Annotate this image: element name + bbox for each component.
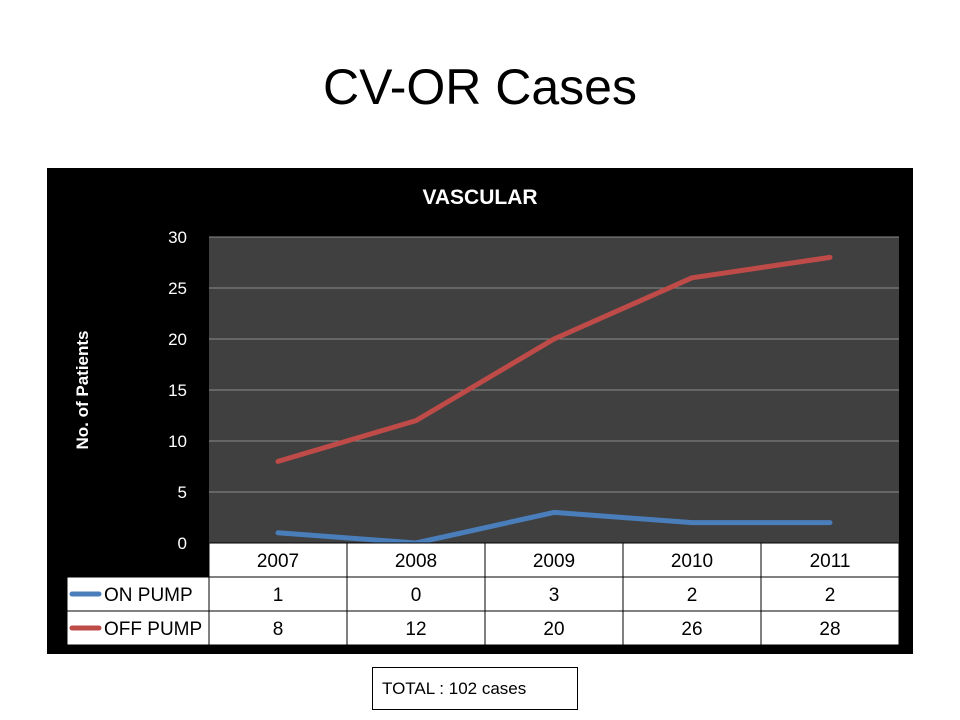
series-line-off-pump [275, 254, 833, 464]
table-value: 20 [543, 619, 564, 640]
table-value: 28 [819, 619, 840, 640]
slide-title: CV-OR Cases [323, 59, 637, 115]
table-value: 26 [681, 619, 702, 640]
x-category-label: 2009 [533, 551, 575, 572]
table-header-row [209, 543, 899, 577]
table-value: 0 [411, 585, 422, 606]
series-line-on-pump [275, 509, 833, 546]
y-tick-label: 0 [178, 534, 187, 553]
table-value: 2 [825, 585, 836, 606]
y-tick-label: 10 [168, 432, 187, 451]
table-value: 3 [549, 585, 560, 606]
x-category-label: 2007 [257, 551, 299, 572]
legend-label: OFF PUMP [104, 619, 202, 640]
chart-title: VASCULAR [422, 186, 537, 209]
y-tick-label: 20 [168, 330, 187, 349]
table-value: 12 [405, 619, 426, 640]
table-value: 2 [687, 585, 698, 606]
y-tick-label: 30 [168, 228, 187, 247]
x-category-label: 2011 [810, 551, 851, 572]
x-category-label: 2010 [671, 551, 713, 572]
chart-container: VASCULAR 0 5 10 15 20 25 30 No. of Patients 2007 2… [47, 168, 913, 654]
y-axis-label: No. of Patients [73, 330, 92, 449]
y-tick-label: 25 [168, 279, 187, 298]
y-tick-label: 5 [178, 483, 187, 502]
x-category-label: 2008 [395, 551, 437, 572]
y-tick-label: 15 [168, 381, 187, 400]
total-cases-label: TOTAL : 102 cases [372, 667, 578, 710]
table-value: 1 [273, 585, 284, 606]
legend-label: ON PUMP [104, 585, 193, 606]
table-value: 8 [273, 619, 284, 640]
